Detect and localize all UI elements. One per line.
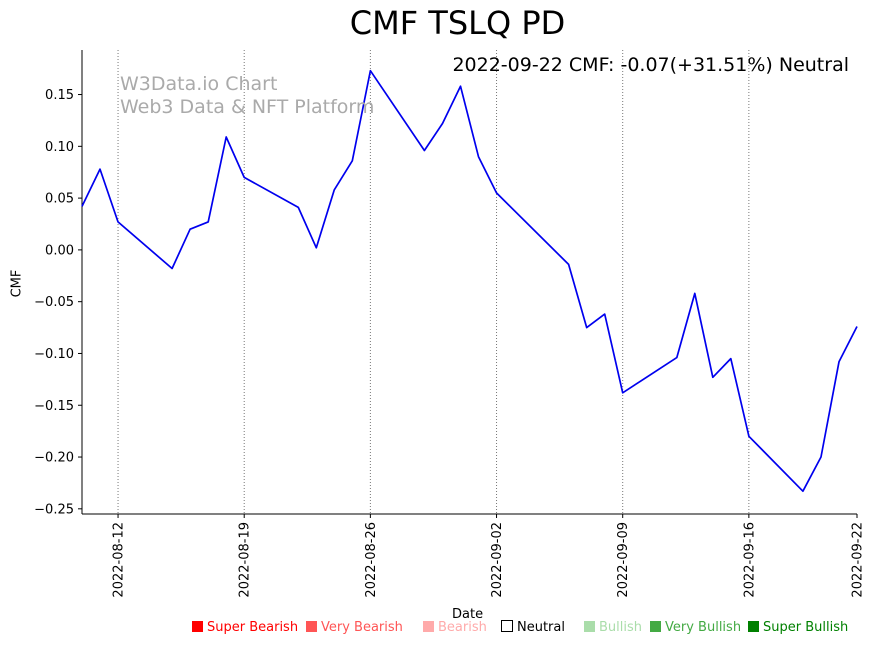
legend-swatch	[584, 621, 595, 632]
legend-swatch	[192, 621, 203, 632]
legend: Super Bearish Very Bearish Bearish Neutr…	[0, 620, 875, 640]
y-tick-label: −0.25	[34, 502, 74, 517]
y-tick-label: 0.15	[45, 88, 74, 103]
latest-value-annotation: 2022-09-22 CMF: -0.07(+31.51%) Neutral	[452, 54, 849, 76]
legend-item-very-bullish: Very Bullish	[650, 620, 741, 635]
y-tick-label: 0.10	[45, 140, 74, 155]
legend-label: Bullish	[599, 620, 643, 635]
legend-swatch	[501, 620, 513, 632]
watermark-line-2: Web3 Data & NFT Platform	[120, 96, 375, 118]
legend-item-super-bearish: Super Bearish	[192, 620, 298, 635]
legend-label: Very Bearish	[321, 620, 403, 635]
legend-label: Bearish	[438, 620, 487, 635]
x-tick-label: 2022-09-22	[851, 522, 866, 598]
legend-label: Super Bullish	[763, 620, 849, 635]
legend-item-super-bullish: Super Bullish	[748, 620, 848, 635]
y-tick-label: −0.15	[34, 399, 74, 414]
legend-swatch	[423, 621, 434, 632]
x-tick-label: 2022-08-19	[238, 522, 253, 598]
legend-item-bullish: Bullish	[584, 620, 642, 635]
y-tick-label: −0.20	[34, 451, 74, 466]
legend-item-neutral: Neutral	[501, 620, 565, 635]
x-tick-label: 2022-09-02	[490, 522, 505, 598]
y-tick-label: 0.00	[45, 243, 74, 258]
legend-item-bearish: Bearish	[423, 620, 487, 635]
x-tick-label: 2022-08-12	[112, 522, 127, 598]
y-axis-label: CMF	[9, 269, 25, 298]
legend-label: Neutral	[517, 620, 565, 635]
legend-swatch	[306, 621, 317, 632]
y-tick-label: 0.05	[45, 192, 74, 207]
cmf-series-line	[81, 69, 858, 493]
x-tick-label: 2022-09-09	[616, 522, 631, 598]
legend-label: Very Bullish	[665, 620, 742, 635]
watermark-line-1: W3Data.io Chart	[120, 73, 278, 95]
x-axis-label: Date	[452, 607, 484, 622]
legend-item-very-bearish: Very Bearish	[306, 620, 403, 635]
chart-title: CMF TSLQ PD	[349, 4, 566, 42]
y-tick-label: −0.05	[34, 295, 74, 310]
x-tick-label: 2022-09-16	[742, 522, 757, 598]
legend-swatch	[748, 621, 759, 632]
y-tick-label: −0.10	[34, 347, 74, 362]
legend-label: Super Bearish	[207, 620, 299, 635]
x-tick-label: 2022-08-26	[364, 522, 379, 598]
legend-swatch	[650, 621, 661, 632]
